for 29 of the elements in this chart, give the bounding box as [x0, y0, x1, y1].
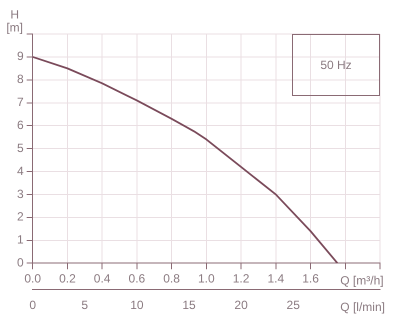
x-tick-label: 0.8	[163, 272, 180, 286]
x-tick-label: 1.4	[267, 272, 284, 286]
x2-axis-title: Q [l/min]	[340, 300, 385, 314]
x-tick-label: 0.0	[24, 272, 42, 286]
x2-tick-label: 0	[29, 298, 36, 312]
y-tick-label: 6	[16, 118, 24, 132]
y-tick-label: 8	[16, 72, 24, 86]
y-tick-label: 7	[16, 95, 24, 110]
x2-tick-label: 15	[182, 298, 196, 312]
x-tick-label: 0.2	[59, 272, 76, 286]
x-tick-label: 1.2	[232, 272, 250, 286]
x2-tick-label: 5	[81, 298, 88, 312]
y-tick-label: 4	[16, 164, 24, 178]
x-tick-label: 0.6	[128, 272, 146, 286]
y-tick-label: 5	[16, 140, 24, 155]
x2-tick-label: 10	[130, 298, 144, 312]
y-tick-label: 3	[16, 186, 24, 201]
x-tick-label: 1.0	[198, 272, 215, 286]
x-tick-label: 0.4	[94, 272, 111, 286]
y-tick-label: 0	[16, 256, 24, 270]
y-axis-title: H [m]	[6, 7, 24, 34]
y-tick-label: 9	[16, 49, 24, 64]
x2-tick-label: 25	[286, 298, 300, 312]
y-tick-label: 1	[16, 232, 24, 247]
x-tick-label: 1.6	[302, 272, 320, 286]
x2-tick-label: 20	[234, 298, 248, 312]
annotation: 50 Hz	[292, 34, 380, 96]
y-tick-label: 2	[16, 210, 24, 224]
x-axis-title: Q [m³/h]	[340, 274, 384, 288]
